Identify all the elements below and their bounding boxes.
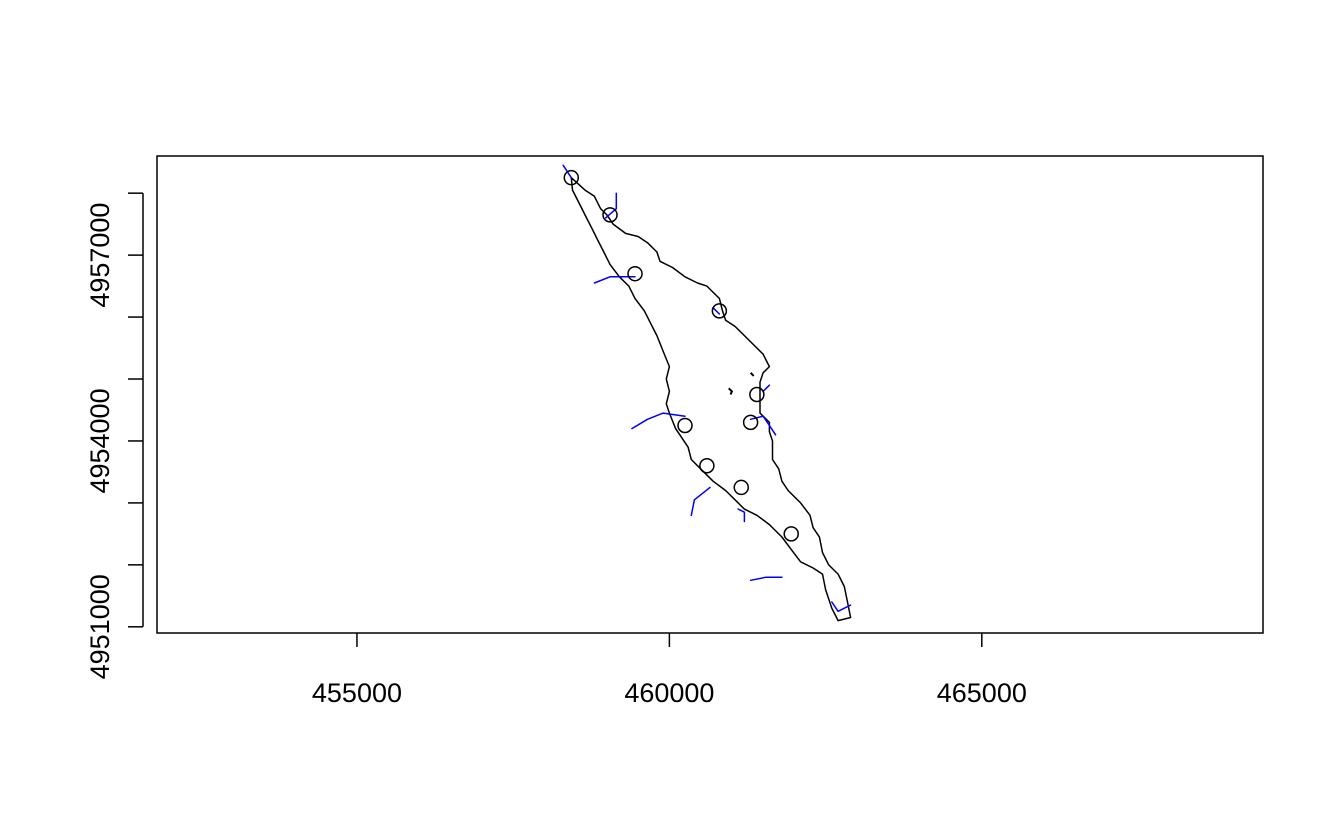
y-axis: 4951000 4954000 4957000 — [85, 192, 144, 679]
stream-8 — [737, 508, 746, 523]
stream-3 — [712, 307, 721, 315]
y-tick-label-6: 4957000 — [85, 203, 115, 308]
x-tick-label-2: 465000 — [937, 678, 1027, 708]
x-tick-label-1: 460000 — [624, 678, 714, 708]
stream-5 — [631, 412, 686, 430]
point-7 — [699, 457, 715, 474]
stream-1 — [604, 192, 618, 219]
island-0 — [728, 387, 734, 395]
x-tick-label-0: 455000 — [312, 678, 402, 708]
lake-shoreline — [570, 176, 852, 622]
point-5 — [742, 414, 759, 431]
point-8 — [733, 479, 749, 496]
stream-6 — [749, 415, 777, 436]
stream-9 — [749, 576, 783, 582]
island-1 — [749, 372, 755, 377]
point-3 — [711, 303, 728, 319]
y-tick-label-3: 4954000 — [85, 388, 115, 493]
point-1 — [602, 207, 618, 223]
plot-frame — [156, 155, 1264, 634]
point-0 — [563, 169, 580, 186]
map-layer — [562, 164, 852, 622]
stream-10 — [831, 601, 852, 613]
stream-7 — [690, 486, 711, 517]
stream-2 — [593, 276, 636, 284]
stream-4 — [762, 384, 771, 393]
x-axis: 455000 460000 465000 — [312, 633, 1027, 708]
point-6 — [677, 417, 693, 434]
y-tick-label-0: 4951000 — [85, 574, 115, 679]
point-2 — [627, 265, 643, 282]
point-9 — [783, 526, 799, 542]
point-4 — [749, 386, 765, 403]
